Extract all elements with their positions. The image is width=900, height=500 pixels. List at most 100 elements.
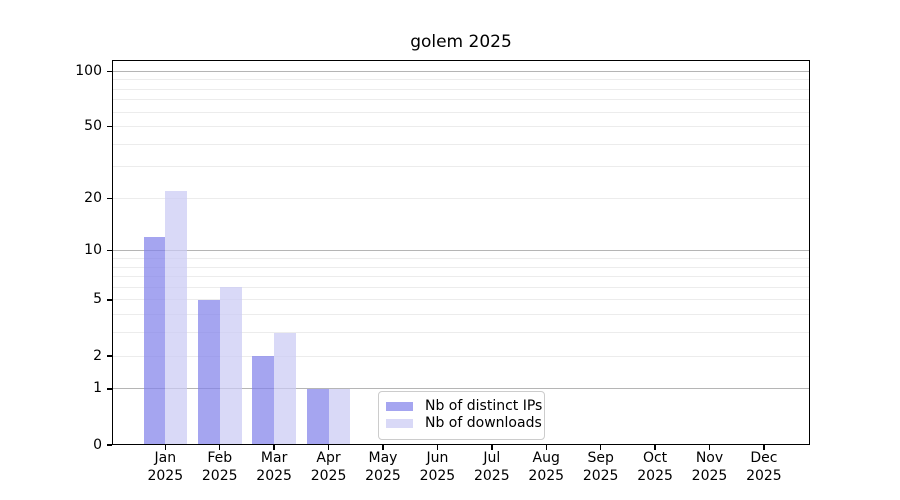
x-tick: [599, 445, 602, 450]
y-tick-label: 100: [75, 62, 102, 79]
x-tick: [654, 445, 656, 450]
gridline-minor: [112, 355, 810, 357]
legend-row: Nb of distinct IPs: [379, 398, 544, 415]
legend-row: Nb of downloads: [379, 415, 544, 432]
y-tick-label: 20: [84, 189, 102, 206]
y-tick: [107, 197, 112, 200]
x-tick-year: 2025: [691, 467, 728, 484]
gridline-major: [112, 388, 810, 390]
x-tick-year: 2025: [637, 467, 673, 484]
gridline-major: [112, 250, 810, 252]
x-tick-year: 2025: [365, 467, 401, 484]
x-tick-label: Jul 2025: [474, 450, 510, 485]
x-tick: [436, 445, 439, 450]
x-tick: [382, 445, 384, 450]
x-tick-label: Jan 2025: [147, 450, 183, 485]
x-tick-month: Dec: [750, 450, 778, 466]
gridline-minor: [112, 166, 810, 168]
bar-nb-of-distinct-ips: [197, 299, 220, 445]
x-tick: [164, 445, 166, 450]
x-tick: [763, 445, 765, 450]
x-tick-month: Nov: [695, 450, 724, 466]
legend-swatch: [386, 419, 413, 428]
x-tick-label: Feb 2025: [202, 450, 238, 485]
bar-nb-of-downloads: [165, 191, 188, 445]
gridline-minor: [112, 314, 810, 316]
gridline-minor: [112, 111, 810, 113]
y-tick-label: 1: [93, 380, 102, 397]
x-tick-label: Dec 2025: [746, 450, 782, 485]
x-tick-label: Apr 2025: [311, 450, 347, 485]
gridline-minor: [112, 99, 810, 101]
x-tick-label: May 2025: [365, 450, 401, 485]
x-tick-label: Aug 2025: [528, 450, 564, 485]
x-tick-month: Feb: [207, 450, 233, 466]
x-tick: [273, 445, 275, 450]
y-tick-label: 5: [93, 291, 102, 308]
x-tick-month: Mar: [260, 450, 288, 466]
gridline-minor: [112, 88, 810, 90]
plot-area: [112, 60, 810, 445]
x-tick: [219, 445, 221, 450]
bar-nb-of-downloads: [328, 388, 351, 445]
gridline-minor: [112, 197, 810, 199]
x-tick-year: 2025: [746, 467, 782, 484]
x-tick: [708, 445, 711, 450]
gridline-major: [112, 70, 810, 72]
bar-nb-of-distinct-ips: [252, 356, 275, 445]
x-tick-label: Jun 2025: [420, 450, 456, 485]
x-tick-month: Aug: [532, 450, 560, 466]
x-tick-month: Jun: [426, 450, 449, 466]
gridline-minor: [112, 258, 810, 260]
y-tick: [107, 250, 112, 252]
legend: Nb of distinct IPs Nb of downloads: [378, 391, 545, 440]
y-tick-label: 10: [84, 242, 102, 259]
gridline-minor: [112, 332, 810, 334]
bar-nb-of-downloads: [219, 287, 242, 445]
gridline-minor: [112, 143, 810, 145]
x-tick-month: Jul: [483, 450, 501, 466]
x-tick: [545, 445, 547, 450]
gridline-minor: [112, 266, 810, 268]
legend-label: Nb of downloads: [425, 415, 542, 431]
y-tick: [107, 444, 112, 446]
bar-nb-of-downloads: [274, 332, 296, 445]
y-tick: [107, 355, 112, 357]
x-tick: [491, 445, 493, 450]
x-tick-label: Nov 2025: [692, 450, 728, 485]
x-tick-month: Apr: [316, 450, 341, 466]
bar-nb-of-distinct-ips: [306, 388, 329, 445]
y-tick-label: 2: [93, 347, 102, 364]
x-tick-month: Sep: [587, 450, 614, 466]
x-tick-year: 2025: [256, 467, 292, 484]
legend-label: Nb of distinct IPs: [425, 398, 543, 414]
y-tick: [107, 70, 112, 72]
x-tick-year: 2025: [201, 467, 238, 484]
gridline-minor: [112, 299, 810, 301]
chart-title: golem 2025: [410, 32, 512, 52]
x-tick-year: 2025: [310, 467, 347, 484]
y-tick-label: 0: [93, 436, 102, 453]
x-tick-year: 2025: [147, 467, 184, 484]
x-tick-year: 2025: [473, 467, 510, 484]
x-tick-year: 2025: [582, 467, 619, 484]
y-tick-label: 50: [84, 118, 102, 135]
y-tick: [107, 299, 112, 301]
x-tick-label: Oct 2025: [637, 450, 673, 485]
x-tick-month: Jan: [154, 450, 177, 466]
legend-swatch: [386, 402, 413, 411]
x-tick-month: Oct: [642, 450, 668, 466]
x-tick-label: Sep 2025: [583, 450, 619, 485]
gridline-minor: [112, 286, 810, 288]
y-tick: [107, 388, 112, 390]
bar-nb-of-distinct-ips: [143, 237, 166, 445]
gridline-minor: [112, 126, 810, 128]
x-tick-month: May: [368, 450, 398, 466]
x-tick: [327, 445, 330, 450]
y-tick: [107, 125, 112, 128]
x-tick-year: 2025: [419, 467, 456, 484]
gridline-minor: [112, 79, 810, 81]
x-tick-label: Mar 2025: [256, 450, 292, 485]
x-tick-year: 2025: [528, 467, 565, 484]
